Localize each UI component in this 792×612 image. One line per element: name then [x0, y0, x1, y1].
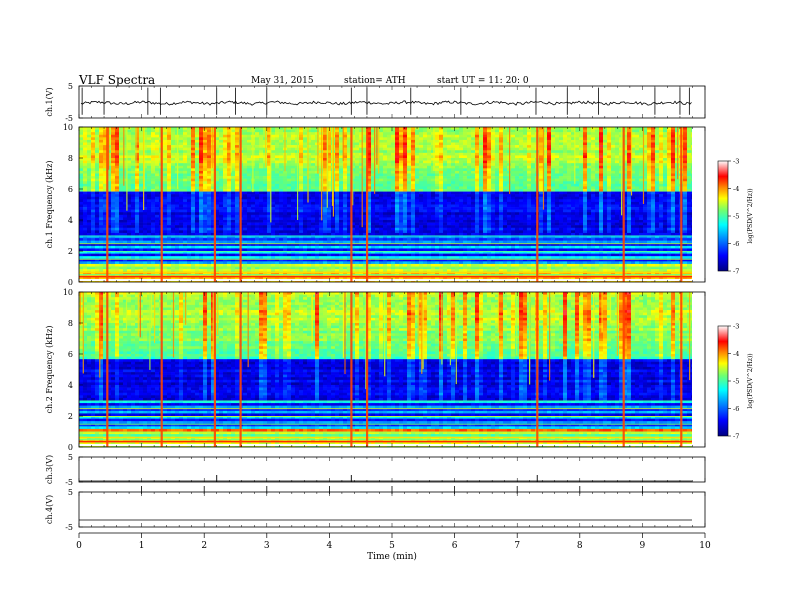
- y-tick-label: 2: [68, 247, 73, 256]
- x-tick-label: 1: [139, 541, 145, 551]
- sferic-mark: [213, 127, 216, 282]
- colorbar-tick-label: -3: [733, 158, 739, 166]
- start-time-label: start UT = 11: 20: 0: [437, 76, 529, 86]
- y-tick-label: 6: [68, 350, 73, 359]
- y-tick-label: 8: [68, 154, 73, 163]
- x-tick-label: 6: [452, 541, 458, 551]
- spectrogram-ch2: [79, 292, 705, 448]
- x-tick-label: 8: [577, 541, 583, 551]
- x-tick-label: 9: [640, 541, 646, 551]
- y-axis-label: ch.3(V): [45, 455, 54, 484]
- sferic-mark: [366, 127, 369, 282]
- colorbar-tick-label: -6: [733, 240, 739, 248]
- x-tick-label: 2: [201, 541, 207, 551]
- waveform-ch3-waveform: [79, 475, 692, 482]
- sferic-mark: [536, 292, 539, 447]
- y-tick-label: 2: [68, 412, 73, 421]
- sferic-mark: [160, 292, 163, 447]
- sferic-mark: [239, 127, 242, 282]
- y-tick-label: 0: [68, 278, 73, 287]
- spectrogram-ch1: [79, 127, 705, 283]
- y-axis-label: ch.2 Frequency (kHz): [45, 326, 54, 414]
- y-tick-label: -5: [65, 523, 73, 532]
- sferic-mark: [239, 292, 242, 447]
- y-tick-label: 10: [63, 123, 73, 132]
- y-tick-label: -5: [65, 478, 73, 487]
- sferic-mark: [106, 127, 109, 282]
- sferic-mark: [213, 292, 216, 447]
- y-axis-label: ch.4(V): [45, 495, 54, 524]
- colorbar-tick-label: -7: [733, 433, 739, 441]
- station-label: station= ATH: [344, 76, 406, 86]
- colorbar-tick-label: -4: [733, 185, 739, 193]
- sferic-mark: [160, 127, 163, 282]
- sferic-mark: [622, 127, 625, 282]
- y-axis-label: ch.1 Frequency (kHz): [45, 161, 54, 249]
- colorbar-ch2: [717, 325, 729, 437]
- y-tick-label: 10: [63, 288, 73, 297]
- waveform-ch4-waveform: [79, 486, 692, 521]
- colorbar-tick-label: -5: [733, 378, 739, 386]
- colorbar-label: log(PSD(V^2/Hz)): [747, 353, 754, 408]
- sferic-mark: [622, 292, 625, 447]
- sferic-mark: [350, 127, 353, 282]
- colorbar-tick-label: -7: [733, 268, 739, 276]
- y-tick-label: 6: [68, 185, 73, 194]
- ch1-trace: [80, 100, 692, 106]
- y-tick-label: 0: [68, 443, 73, 452]
- y-tick-label: 4: [68, 381, 73, 390]
- panel-frame: [78, 491, 706, 528]
- waveform-ch1-waveform: [80, 87, 692, 115]
- y-tick-label: -5: [65, 114, 73, 123]
- y-tick-label: 5: [68, 453, 73, 462]
- colorbar-tick-label: -3: [733, 323, 739, 331]
- colorbar-tick-label: -6: [733, 405, 739, 413]
- sferic-mark: [680, 292, 683, 447]
- sferic-mark: [366, 292, 369, 447]
- sferic-mark: [350, 292, 353, 447]
- x-tick-label: 0: [76, 541, 82, 551]
- colorbar-tick-label: -4: [733, 350, 739, 358]
- sferic-mark: [106, 292, 109, 447]
- x-tick-label: 10: [699, 541, 711, 551]
- figure-title: VLF Spectra: [79, 73, 156, 87]
- date-label: May 31, 2015: [251, 76, 314, 86]
- colorbar-label: log(PSD(V^2/Hz)): [747, 188, 754, 243]
- y-axis-label: ch.1(V): [45, 87, 54, 116]
- y-tick-label: 4: [68, 216, 73, 225]
- y-tick-label: 5: [68, 488, 73, 497]
- y-tick-label: 8: [68, 319, 73, 328]
- colorbar-tick-label: -5: [733, 213, 739, 221]
- x-tick-label: 7: [514, 541, 520, 551]
- x-tick-label: 3: [264, 541, 270, 551]
- sferic-mark: [680, 127, 683, 282]
- colorbar-ch1: [717, 160, 729, 272]
- x-tick-label: 4: [327, 541, 333, 551]
- y-tick-label: 5: [68, 82, 73, 91]
- x-tick-label: 5: [389, 541, 395, 551]
- sferic-mark: [536, 127, 539, 282]
- x-axis-label: Time (min): [367, 551, 417, 562]
